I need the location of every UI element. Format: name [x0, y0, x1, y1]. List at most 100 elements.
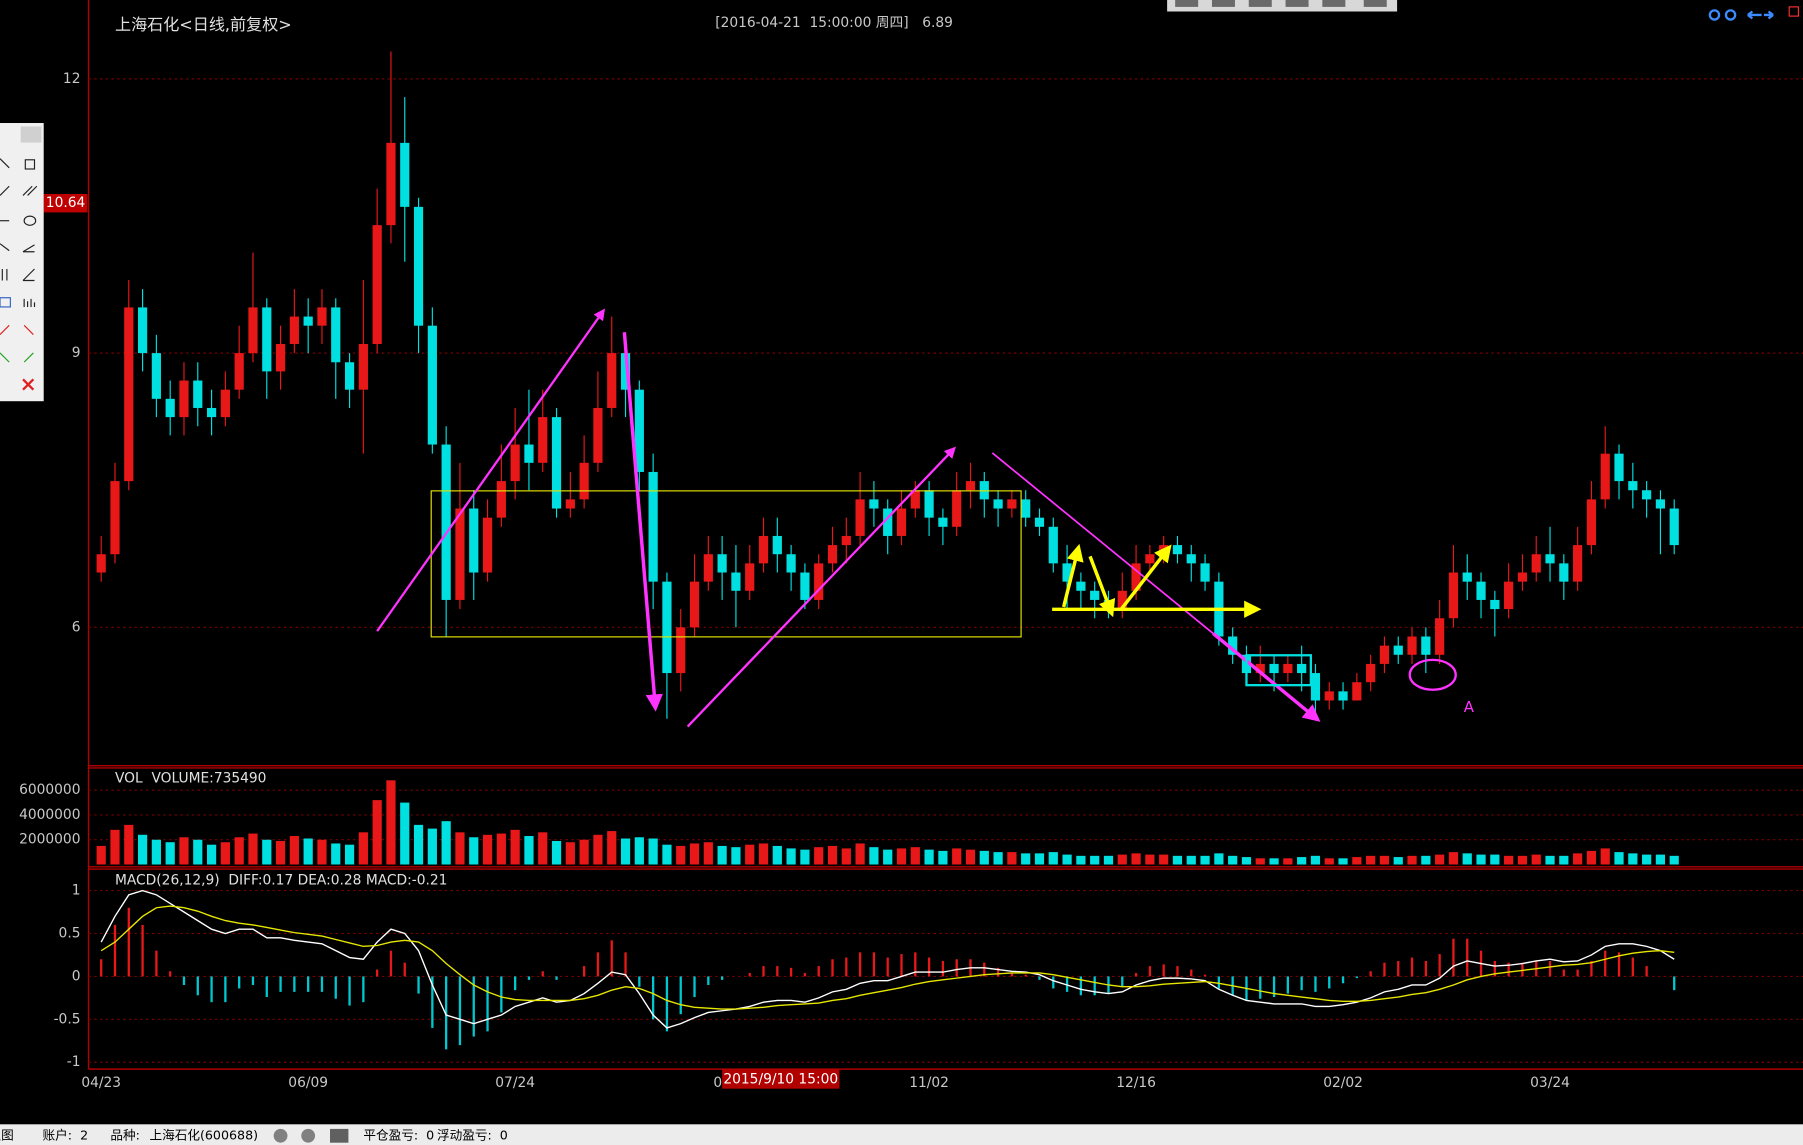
- volume-bar: [1062, 854, 1072, 865]
- top-toolbar[interactable]: [1167, 0, 1398, 12]
- candle-body: [206, 407, 217, 418]
- candle-body: [551, 417, 562, 509]
- candle-body: [1283, 663, 1293, 674]
- volume-bar: [275, 840, 286, 865]
- candle-body: [993, 499, 1003, 509]
- restore-icon[interactable]: [1788, 6, 1799, 17]
- icon-button[interactable]: [330, 1128, 349, 1143]
- candle-body: [482, 517, 493, 573]
- candle-body: [275, 343, 286, 372]
- candle-body: [1573, 545, 1583, 582]
- volume-bar: [938, 850, 948, 865]
- tool-icon[interactable]: [23, 298, 36, 307]
- toolbar-button[interactable]: [1285, 0, 1309, 7]
- candle-body: [745, 563, 755, 591]
- volume-bar: [1435, 854, 1445, 865]
- toolbar-button[interactable]: [1363, 0, 1387, 7]
- zoom-out-icon[interactable]: [1724, 9, 1737, 21]
- tool-icon[interactable]: [23, 324, 34, 335]
- tool-icon[interactable]: [1, 269, 8, 281]
- volume-bar: [441, 821, 451, 865]
- volume-bar: [703, 842, 713, 865]
- toolbar-header: [20, 126, 42, 143]
- drawings: [376, 308, 1457, 728]
- candle-body: [924, 490, 934, 518]
- volume-bar: [1007, 852, 1017, 865]
- plus-button[interactable]: [301, 1128, 316, 1143]
- tool-icon[interactable]: [0, 185, 10, 196]
- volume-bar: [1159, 854, 1169, 865]
- toolbar-button[interactable]: [1248, 0, 1272, 7]
- volume-bar: [565, 842, 575, 865]
- volume-bar: [731, 847, 741, 865]
- status-account[interactable]: 账户: 2: [43, 1127, 89, 1142]
- volume-bar: [110, 829, 120, 865]
- volume-bar: [1200, 855, 1210, 865]
- cursor-date-tag: [722, 1069, 840, 1089]
- status-symbol[interactable]: 上海石化(600688): [149, 1127, 258, 1142]
- volume-bar: [1131, 853, 1141, 865]
- tool-icon[interactable]: [24, 159, 36, 170]
- arrow-drawing: [622, 332, 663, 712]
- candle-body: [1048, 526, 1058, 564]
- candle-body: [676, 627, 686, 674]
- tool-icon[interactable]: [0, 158, 10, 169]
- candle-body: [358, 343, 368, 390]
- minus-button[interactable]: [273, 1128, 288, 1143]
- zoom-in-icon[interactable]: [1708, 9, 1721, 21]
- status-view[interactable]: 主图: [0, 1127, 14, 1142]
- tool-icon[interactable]: [22, 244, 35, 253]
- volume-bar: [1228, 855, 1238, 865]
- volume-bar: [662, 844, 672, 865]
- candle-body: [248, 307, 258, 354]
- volume-bar: [1407, 855, 1417, 865]
- volume-bar: [827, 845, 838, 865]
- line-drawing: [991, 452, 1214, 635]
- tool-icon[interactable]: [23, 352, 34, 363]
- tool-icon[interactable]: [22, 268, 35, 282]
- tool-icon[interactable]: [0, 352, 10, 363]
- tool-icon[interactable]: [22, 185, 38, 196]
- arrow-drawing: [1119, 544, 1172, 611]
- y-tick-label: 1: [72, 883, 81, 899]
- tool-icon[interactable]: [0, 324, 10, 335]
- y-tick-label: 4000000: [19, 807, 80, 823]
- tool-icon[interactable]: [0, 297, 11, 308]
- arrow-drawing: [376, 308, 606, 632]
- scroll-left-icon[interactable]: [1747, 10, 1762, 20]
- volume-bar: [1573, 853, 1583, 865]
- tool-icon[interactable]: [22, 378, 35, 391]
- candle-body: [137, 307, 148, 354]
- tool-icon[interactable]: [0, 243, 10, 252]
- tool-icon[interactable]: [23, 215, 37, 226]
- toolbar-button[interactable]: [1211, 0, 1235, 7]
- candle-body: [1669, 508, 1679, 546]
- volume-bar: [965, 849, 976, 865]
- candle-body: [883, 508, 893, 536]
- candle-body: [1021, 499, 1031, 518]
- scroll-right-icon[interactable]: [1763, 10, 1774, 20]
- candle-body: [151, 353, 161, 399]
- volume-bar: [551, 840, 562, 865]
- toolbar-button[interactable]: [1175, 0, 1199, 7]
- volume-bar: [1214, 853, 1224, 865]
- volume-bar: [262, 839, 272, 865]
- volume-bar: [579, 839, 589, 865]
- volume-bar: [1559, 855, 1569, 865]
- candle-body: [579, 462, 589, 500]
- cursor-date: 2015/9/10 15:00: [723, 1071, 838, 1087]
- volume-bar: [1172, 855, 1183, 865]
- toolbar-button[interactable]: [1322, 0, 1346, 7]
- candle-body: [1297, 663, 1307, 674]
- volume-bar: [841, 848, 851, 865]
- volume-bar: [648, 838, 658, 865]
- volume-bar: [952, 848, 962, 865]
- candle-body: [1090, 590, 1100, 600]
- candle-body: [1366, 663, 1376, 683]
- status-symbol-label: 品种:: [110, 1127, 140, 1142]
- volume-bar: [896, 848, 907, 865]
- candle-body: [524, 444, 534, 463]
- volume-bar: [855, 843, 865, 865]
- price-marker: [43, 194, 88, 213]
- volume-bar: [1504, 855, 1514, 865]
